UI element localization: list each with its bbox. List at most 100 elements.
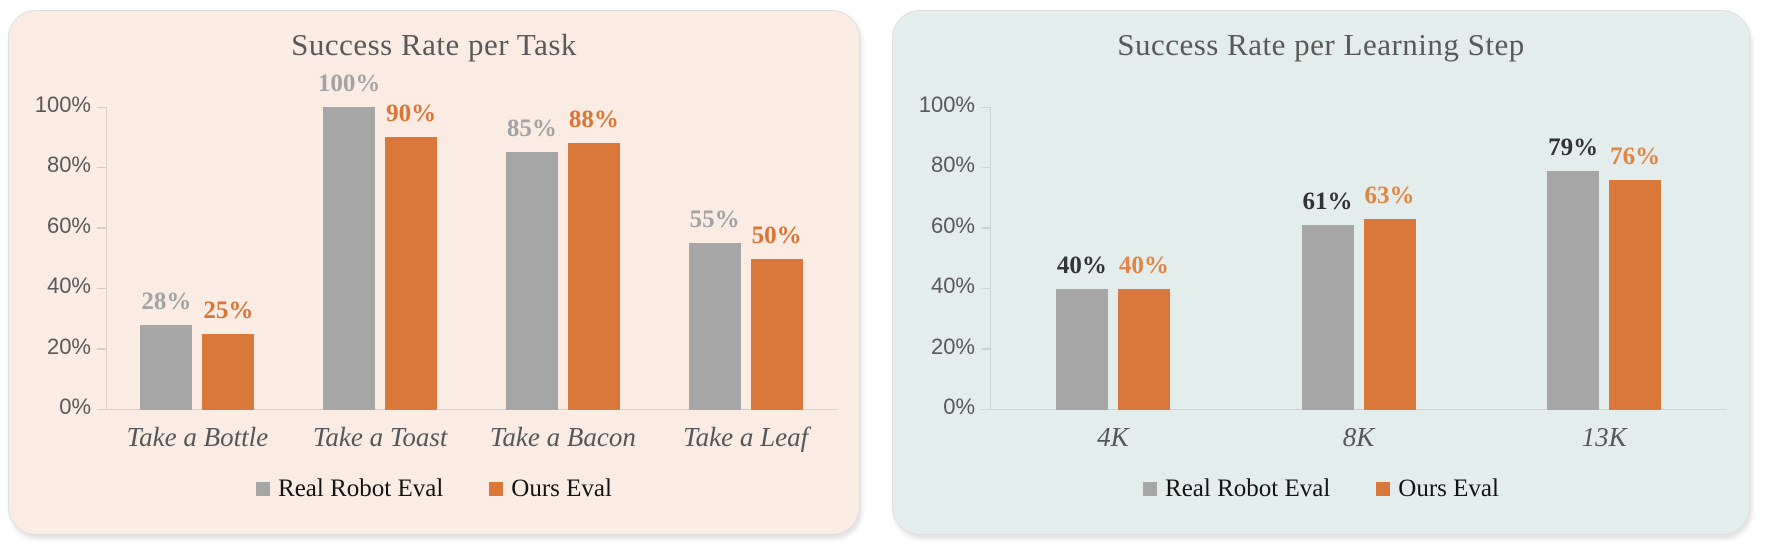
bar-orange [202, 334, 255, 410]
y-axis-tick [97, 287, 106, 290]
bar-gray [1301, 225, 1354, 410]
bar-value-label: 85% [506, 115, 557, 143]
plot-area: 0% 20% 40% 60% 80% 100% [35, 92, 837, 419]
category-label: 4K [1097, 422, 1129, 452]
legend-swatch-gray [256, 482, 271, 496]
bar-slot: 85% [505, 107, 558, 410]
chart-title: Success Rate per Task [291, 27, 577, 62]
y-axis-label: 60% [930, 212, 975, 238]
bar-group: 28% 25% [106, 107, 289, 410]
bar-group: 61% 63% [1236, 107, 1482, 410]
legend: Real Robot Eval Ours Eval [893, 475, 1749, 503]
bar-gray [505, 152, 558, 410]
bar-slot: 79% [1547, 107, 1600, 410]
bar-orange [1609, 179, 1662, 410]
y-axis-label: 40% [930, 273, 975, 299]
bar-slot: 88% [567, 106, 620, 410]
bars-layer: 40% 40% 61% 63% 79% 76% [990, 107, 1727, 410]
bar-group: 85% 88% [472, 106, 655, 410]
y-axis-tick [981, 106, 990, 108]
bar-gray [688, 243, 741, 410]
bars-layer: 28% 25% 100% 90% 85% 88% 55% 50% [106, 70, 837, 410]
bar-slot: 90% [385, 100, 438, 410]
bar-slot: 40% [1055, 107, 1108, 410]
bar-orange [1117, 288, 1170, 410]
legend-item-real-robot-eval: Real Robot Eval [256, 475, 443, 503]
x-axis-labels: 4K 8K 13K [990, 422, 1727, 453]
legend: Real Robot Eval Ours Eval [9, 475, 859, 503]
bar-group: 55% 50% [654, 107, 837, 410]
y-axis-label: 20% [930, 333, 975, 359]
bar-value-label: 55% [689, 206, 740, 234]
bar-slot: 63% [1363, 107, 1416, 410]
y-axis-tick [981, 408, 990, 410]
chart-card-task: Success Rate per Task 0% 20% 40% 60% 80% 100%… [8, 10, 860, 535]
y-axis-label: 80% [46, 152, 91, 178]
y-axis-label: 60% [46, 212, 91, 238]
bar-value-label: 76% [1610, 142, 1661, 170]
bar-orange [750, 258, 803, 410]
bar-slot: 40% [1117, 107, 1170, 410]
bar-slot: 61% [1301, 107, 1354, 410]
bar-slot: 28% [140, 107, 193, 410]
chart-body: 0% 20% 40% 60% 80% 100% 28% 25% 100% 90% 85% 88% 55… [35, 70, 837, 419]
chart-card-learning-step: Success Rate per Learning Step 0% 20% 40% 6… [892, 10, 1750, 535]
bar-value-label: 63% [1364, 182, 1415, 210]
bar-gray [1055, 288, 1108, 410]
category-label: Take a Bottle [126, 422, 269, 452]
category-label: 8K [1342, 422, 1375, 452]
y-axis-tick [981, 287, 990, 290]
legend-label: Real Robot Eval [1165, 475, 1331, 502]
bar-value-label: 28% [141, 288, 192, 316]
category-label: Take a Toast [312, 422, 448, 452]
category-label: Take a Bacon [489, 422, 636, 452]
y-axis-tick [981, 227, 990, 229]
legend-item-real-robot-eval: Real Robot Eval [1143, 475, 1330, 503]
bar-value-label: 88% [568, 106, 619, 134]
y-axis-tick [97, 106, 106, 108]
bar-gray [140, 325, 193, 410]
bar-group: 40% 40% [990, 107, 1236, 410]
chart-body: 0% 20% 40% 60% 80% 100% 40% 40% 61% 63% 79% 76% [919, 92, 1727, 419]
y-axis-tick [97, 166, 106, 169]
y-axis-label: 100% [918, 92, 975, 117]
y-axis-tick [981, 166, 990, 169]
y-axis-tick [981, 348, 990, 350]
y-axis-tick [97, 348, 106, 350]
chart-title: Success Rate per Learning Step [1117, 27, 1525, 62]
bar-gray [1547, 170, 1600, 410]
bar-value-label: 50% [751, 221, 802, 249]
y-axis-label: 20% [46, 333, 91, 359]
category-label: 13K [1581, 422, 1627, 452]
x-axis-labels: Take a Bottle Take a Toast Take a Bacon Tak… [106, 422, 837, 453]
y-axis-label: 40% [46, 273, 91, 299]
bar-value-label: 90% [386, 100, 437, 128]
bar-slot: 55% [688, 107, 741, 410]
bar-value-label: 61% [1302, 188, 1353, 216]
y-axis-label: 0% [943, 394, 975, 419]
y-axis-label: 0% [59, 394, 91, 419]
y-axis-label: 80% [930, 152, 975, 178]
legend-item-ours-eval: Ours Eval [1376, 475, 1499, 503]
bar-gray [323, 107, 376, 410]
bar-slot: 76% [1609, 107, 1662, 410]
plot-area: 0% 20% 40% 60% 80% 100% [919, 92, 1727, 419]
y-axis-label: 100% [34, 92, 91, 117]
category-label: Take a Leaf [683, 422, 809, 452]
bar-value-label: 25% [203, 297, 254, 325]
bar-orange [1363, 219, 1416, 410]
bar-orange [567, 143, 620, 410]
legend-label: Real Robot Eval [278, 475, 444, 502]
bar-group: 79% 76% [1481, 107, 1727, 410]
bar-group: 100% 90% [289, 70, 472, 410]
legend-swatch-gray [1143, 482, 1158, 496]
bar-value-label: 100% [317, 70, 381, 97]
bar-slot: 100% [318, 70, 380, 410]
bar-orange [385, 137, 438, 410]
bar-slot: 50% [750, 107, 803, 410]
legend-swatch-orange [1376, 482, 1391, 496]
legend-label: Ours Eval [1398, 475, 1499, 502]
bar-value-label: 79% [1548, 133, 1599, 161]
legend-swatch-orange [489, 482, 504, 496]
